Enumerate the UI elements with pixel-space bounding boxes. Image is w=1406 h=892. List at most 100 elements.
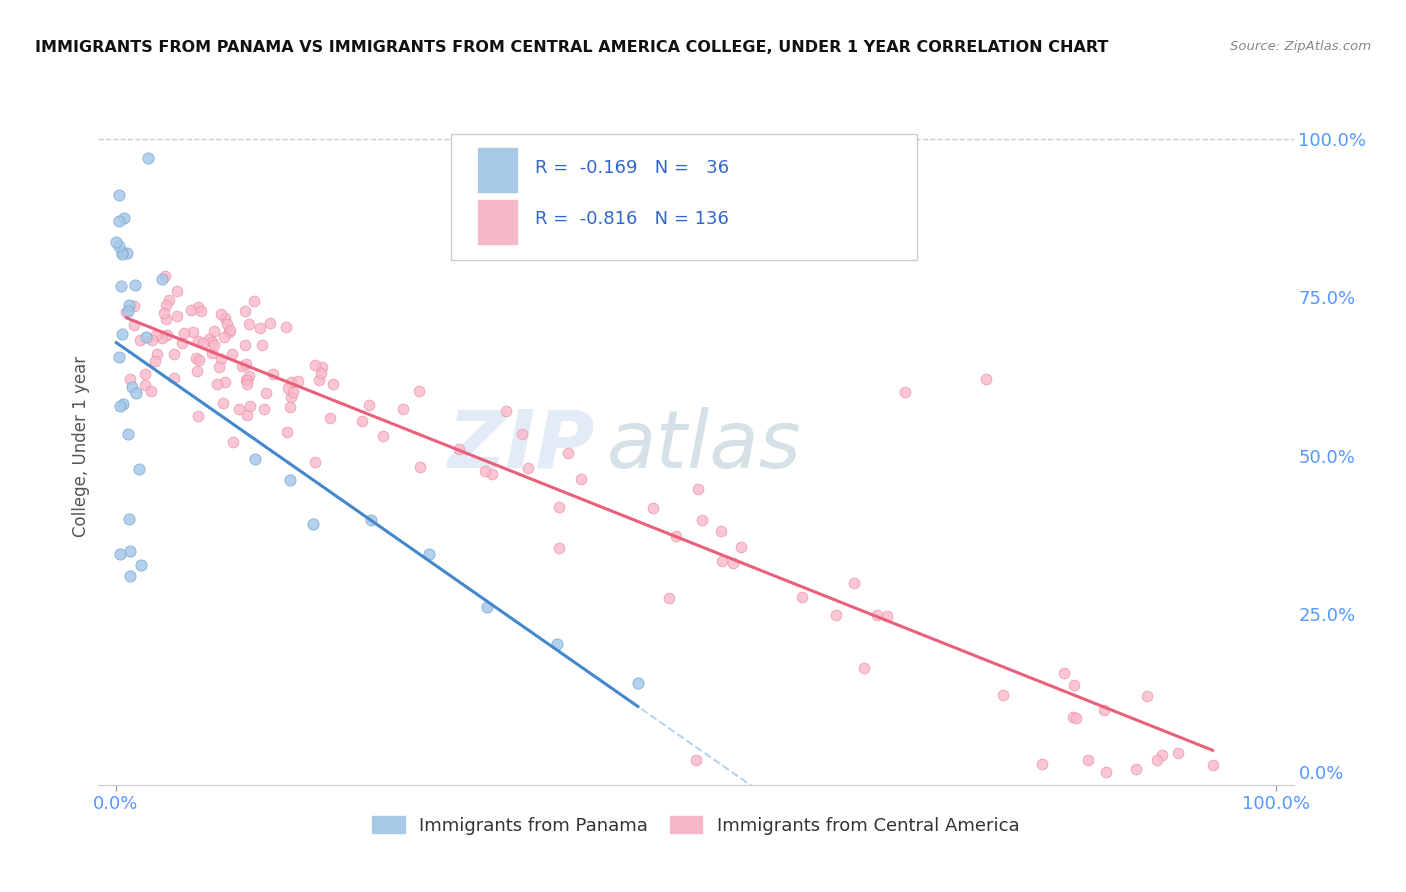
Point [146, 347, 169, 361]
Point [122, 299, 145, 313]
Point [311, 359, 333, 374]
Point [115, 305, 138, 319]
Point [991, 688, 1014, 702]
Point [408, 384, 430, 399]
Point [287, 374, 309, 388]
Point [129, 333, 152, 347]
Point [371, 429, 394, 443]
Point [214, 376, 236, 390]
Point [155, 298, 177, 312]
Point [180, 303, 202, 318]
Point [222, 434, 245, 449]
Point [512, 426, 534, 441]
Point [569, 472, 592, 486]
Text: atlas: atlas [606, 407, 801, 485]
Point [238, 317, 260, 331]
Point [191, 335, 214, 350]
Point [121, 379, 143, 393]
Point [866, 608, 889, 623]
Point [641, 500, 664, 515]
Point [187, 334, 209, 348]
Point [233, 337, 256, 351]
Point [105, 235, 128, 250]
Point [1167, 747, 1189, 761]
Point [1063, 678, 1085, 692]
Point [238, 368, 260, 383]
Point [280, 390, 302, 404]
Point [118, 544, 141, 558]
Point [187, 300, 209, 314]
Point [107, 239, 129, 253]
Point [721, 557, 744, 571]
Point [218, 325, 240, 339]
Point [166, 310, 188, 324]
Point [184, 351, 207, 365]
Point [215, 317, 238, 331]
Point [322, 376, 344, 391]
Point [136, 151, 159, 165]
Point [1077, 753, 1099, 767]
Point [207, 359, 229, 374]
Point [243, 451, 266, 466]
Point [120, 372, 142, 386]
Point [1125, 762, 1147, 776]
Point [548, 541, 571, 556]
Point [122, 318, 145, 333]
Point [173, 326, 195, 341]
Point [710, 524, 733, 538]
Point [150, 271, 173, 285]
Point [228, 402, 250, 417]
Point [278, 474, 301, 488]
Point [1062, 710, 1084, 724]
Point [155, 312, 177, 326]
Y-axis label: College, Under 1 year: College, Under 1 year [72, 355, 90, 537]
Point [108, 214, 131, 228]
Point [235, 357, 257, 371]
Point [475, 599, 498, 614]
Point [209, 352, 232, 367]
Point [166, 285, 188, 299]
Point [894, 385, 917, 400]
Point [112, 211, 135, 225]
Point [201, 345, 224, 359]
Point [409, 460, 432, 475]
Point [711, 554, 734, 568]
Point [239, 399, 262, 413]
Point [254, 385, 277, 400]
Point [359, 398, 381, 412]
Point [309, 366, 332, 380]
Point [658, 591, 681, 605]
Point [118, 298, 141, 312]
Point [243, 293, 266, 308]
Point [277, 381, 299, 395]
Point [117, 245, 139, 260]
Point [145, 354, 167, 368]
Point [163, 346, 186, 360]
Point [685, 753, 707, 767]
Point [236, 373, 259, 387]
Point [474, 464, 496, 478]
Point [141, 333, 163, 347]
Point [876, 609, 898, 624]
Point [546, 637, 568, 651]
Point [360, 513, 382, 527]
Point [686, 483, 709, 497]
Point [304, 455, 326, 469]
Point [278, 400, 301, 414]
FancyBboxPatch shape [451, 134, 917, 260]
Bar [478, 200, 517, 244]
Point [1150, 747, 1173, 762]
Point [276, 425, 298, 439]
Point [302, 517, 325, 532]
Point [212, 396, 235, 410]
Point [1136, 689, 1159, 703]
Point [124, 385, 146, 400]
Point [692, 513, 714, 527]
Point [824, 607, 846, 622]
Point [1064, 711, 1087, 725]
Point [110, 547, 132, 561]
Point [200, 335, 222, 350]
Point [852, 661, 875, 675]
Point [304, 359, 326, 373]
Point [495, 404, 517, 418]
